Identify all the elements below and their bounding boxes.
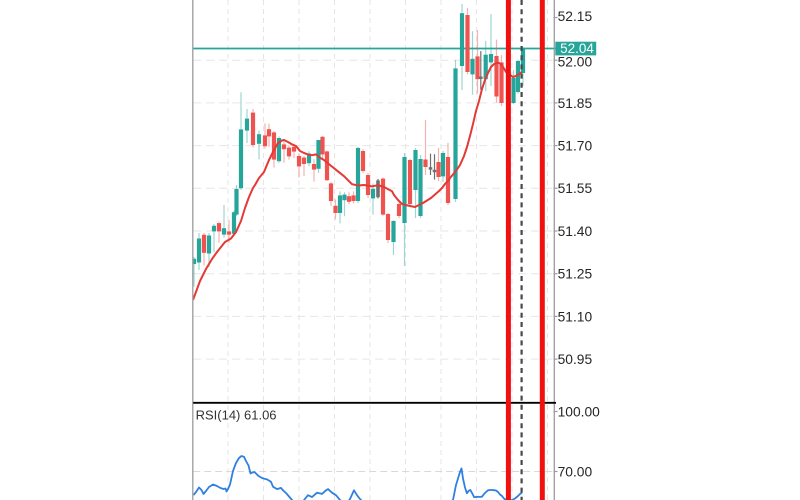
svg-text:51.10: 51.10 [558, 309, 593, 324]
svg-text:RSI(14) 61.06: RSI(14) 61.06 [196, 407, 277, 422]
svg-text:52.00: 52.00 [558, 55, 593, 70]
svg-text:51.40: 51.40 [558, 224, 593, 239]
svg-text:51.55: 51.55 [558, 181, 593, 196]
svg-text:100.00: 100.00 [558, 404, 601, 419]
svg-text:50.95: 50.95 [558, 352, 593, 367]
svg-text:51.85: 51.85 [558, 96, 593, 111]
svg-text:70.00: 70.00 [558, 464, 593, 479]
svg-text:51.70: 51.70 [558, 139, 593, 154]
svg-text:52.04: 52.04 [560, 41, 594, 56]
svg-text:51.25: 51.25 [558, 267, 593, 282]
svg-text:52.15: 52.15 [558, 9, 593, 24]
